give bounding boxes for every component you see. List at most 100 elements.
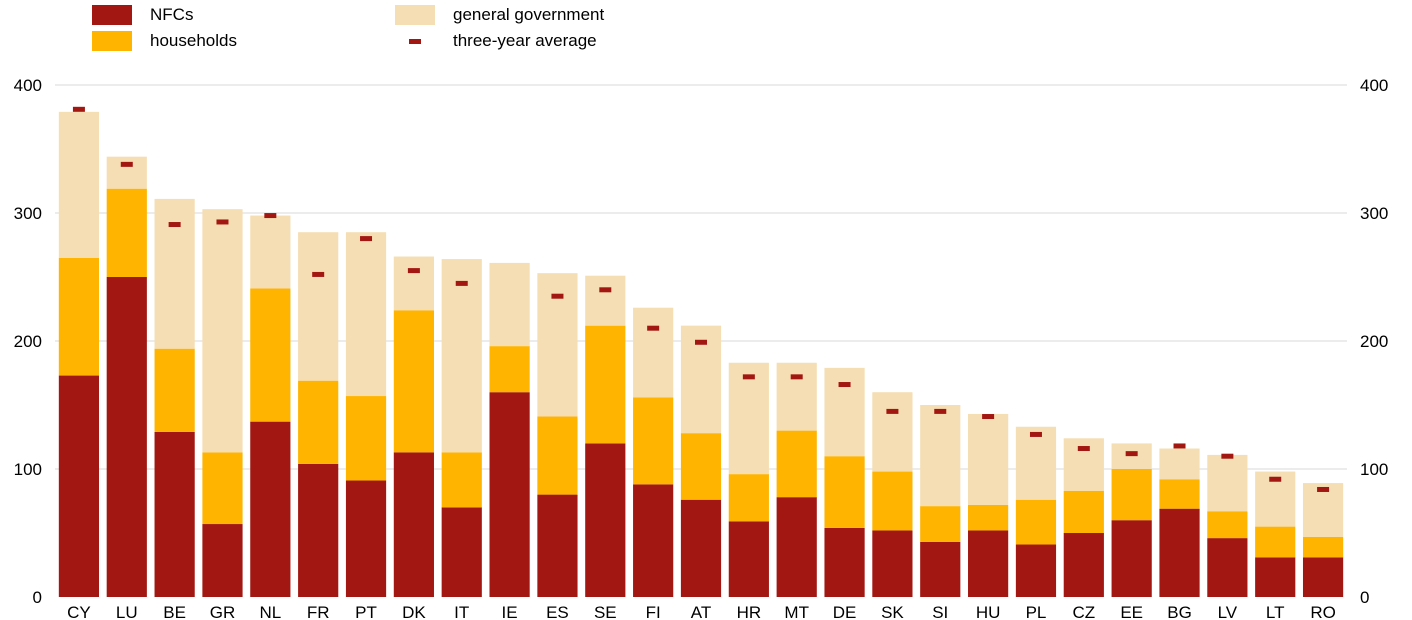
three-year-average-marker <box>1077 446 1090 452</box>
legend-item-three-year-average: three-year average <box>395 29 597 53</box>
bar-general-government <box>728 362 769 475</box>
x-tick-label: AT <box>691 603 711 620</box>
bar-nfcs <box>872 530 913 597</box>
three-year-average-marker <box>886 408 899 414</box>
x-tick-label: EE <box>1120 603 1143 620</box>
bar-general-government <box>393 256 434 311</box>
three-year-average-marker <box>264 213 277 219</box>
bar-nfcs <box>968 530 1009 597</box>
bar-general-government <box>633 307 674 398</box>
bar-households <box>345 396 387 481</box>
bar-nfcs <box>1159 508 1200 597</box>
bar-general-government <box>489 262 530 347</box>
bar-general-government <box>585 275 626 326</box>
bar-general-government <box>1111 443 1152 469</box>
bar-general-government <box>776 362 817 431</box>
x-tick-label: CY <box>67 603 91 620</box>
bar-general-government <box>154 198 195 349</box>
three-year-average-marker <box>1029 431 1042 437</box>
x-tick-label: IT <box>454 603 469 620</box>
bar-nfcs <box>728 521 769 597</box>
x-tick-label: PL <box>1026 603 1047 620</box>
legend-label-general-government: general government <box>453 5 605 24</box>
bar-nfcs <box>106 277 147 597</box>
bar-households <box>1302 536 1344 558</box>
bar-nfcs <box>1207 538 1248 597</box>
x-tick-label: NL <box>259 603 281 620</box>
bar-general-government <box>298 232 339 381</box>
bar-nfcs <box>1063 533 1104 597</box>
bar-general-government <box>250 215 291 289</box>
bar-households <box>920 506 961 542</box>
bar-nfcs <box>345 480 387 597</box>
bar-general-government <box>58 111 100 258</box>
bar-nfcs <box>1302 557 1344 597</box>
bar-general-government <box>920 405 961 507</box>
legend-label-nfcs: NFCs <box>150 5 194 24</box>
three-year-average-marker <box>1269 476 1282 482</box>
bar-households <box>1255 526 1296 558</box>
x-tick-label: RO <box>1310 603 1336 620</box>
three-year-average-marker <box>1125 451 1138 457</box>
bar-households <box>202 452 243 525</box>
x-tick-label: LT <box>1266 603 1285 620</box>
bar-general-government <box>968 413 1009 505</box>
three-year-average-marker <box>838 382 851 388</box>
three-year-average-marker <box>551 293 564 299</box>
bar-general-government <box>106 156 147 189</box>
bar-households <box>633 397 674 485</box>
bar-nfcs <box>202 524 243 597</box>
x-tick-label: SK <box>881 603 904 620</box>
bar-households <box>728 474 769 522</box>
y-tick-label-left: 200 <box>14 332 42 351</box>
bar-nfcs <box>154 431 195 597</box>
three-year-average-marker <box>407 268 420 274</box>
bar-nfcs <box>824 527 865 597</box>
x-tick-label: ES <box>546 603 569 620</box>
three-year-average-marker <box>934 408 947 414</box>
bar-nfcs <box>393 452 434 597</box>
y-tick-label-left: 400 <box>14 76 42 95</box>
x-tick-label: DK <box>402 603 426 620</box>
bar-nfcs <box>633 484 674 597</box>
three-year-average-marker-icon <box>395 31 435 51</box>
three-year-average-marker <box>455 280 468 286</box>
x-tick-label: SI <box>932 603 948 620</box>
x-tick-label: SE <box>594 603 617 620</box>
bar-households <box>489 346 530 393</box>
bar-nfcs <box>680 499 722 597</box>
three-year-average-marker <box>72 106 85 112</box>
y-tick-label-right: 400 <box>1360 76 1388 95</box>
bar-households <box>537 416 578 495</box>
x-tick-label: MT <box>784 603 809 620</box>
bar-general-government <box>1207 454 1248 512</box>
bar-nfcs <box>250 421 291 597</box>
households-swatch <box>92 31 132 51</box>
x-tick-label: HR <box>737 603 762 620</box>
legend-item-general-government: general government <box>395 3 604 27</box>
bar-households <box>154 348 195 432</box>
three-year-average-marker <box>742 374 755 380</box>
bar-households <box>872 471 913 531</box>
bar-nfcs <box>58 375 100 597</box>
bar-households <box>298 380 339 464</box>
bar-nfcs <box>298 463 339 597</box>
three-year-average-marker <box>982 414 995 420</box>
three-year-average-marker <box>120 161 133 167</box>
nfcs-swatch <box>92 5 132 25</box>
legend-label-households: households <box>150 31 237 50</box>
three-year-average-marker <box>647 325 660 331</box>
x-tick-label: DE <box>833 603 857 620</box>
legend-item-nfcs: NFCs <box>92 3 193 27</box>
bar-households <box>824 456 865 528</box>
three-year-average-marker <box>1221 453 1234 459</box>
bar-households <box>1207 511 1248 539</box>
x-tick-label: IE <box>502 603 518 620</box>
bar-households <box>1111 469 1152 521</box>
y-tick-label-right: 200 <box>1360 332 1388 351</box>
bar-nfcs <box>1255 557 1296 597</box>
x-tick-label: BE <box>163 603 186 620</box>
x-tick-label: HU <box>976 603 1001 620</box>
three-year-average-marker <box>695 339 707 345</box>
bar-households <box>1159 479 1200 509</box>
